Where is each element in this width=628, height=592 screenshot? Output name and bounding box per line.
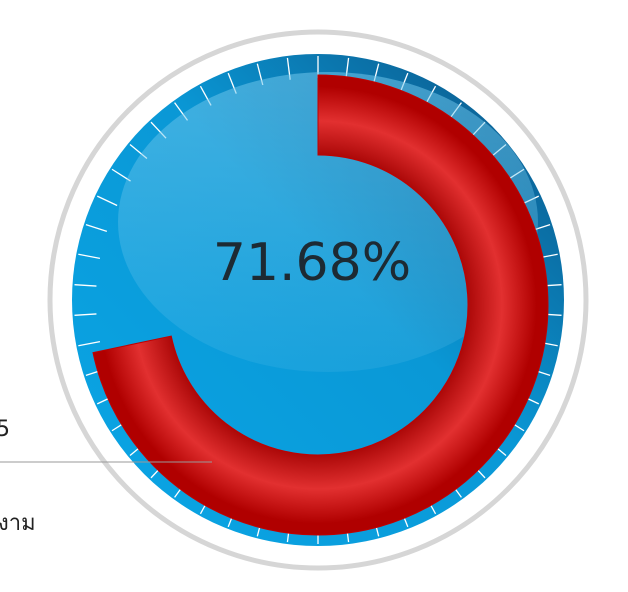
gauge-tick xyxy=(96,195,118,207)
side-text: งาม xyxy=(0,511,36,536)
gauge-tick xyxy=(74,284,97,287)
side-text: 5 xyxy=(0,417,10,442)
gauge-tick xyxy=(78,340,101,347)
gauge-tick xyxy=(78,253,101,260)
gauge-tick xyxy=(74,313,97,316)
gauge-tick xyxy=(85,223,108,233)
gauge-marks xyxy=(92,74,549,536)
gauge-value-label: 71.68% xyxy=(213,233,411,293)
gauge-arc xyxy=(92,74,549,536)
